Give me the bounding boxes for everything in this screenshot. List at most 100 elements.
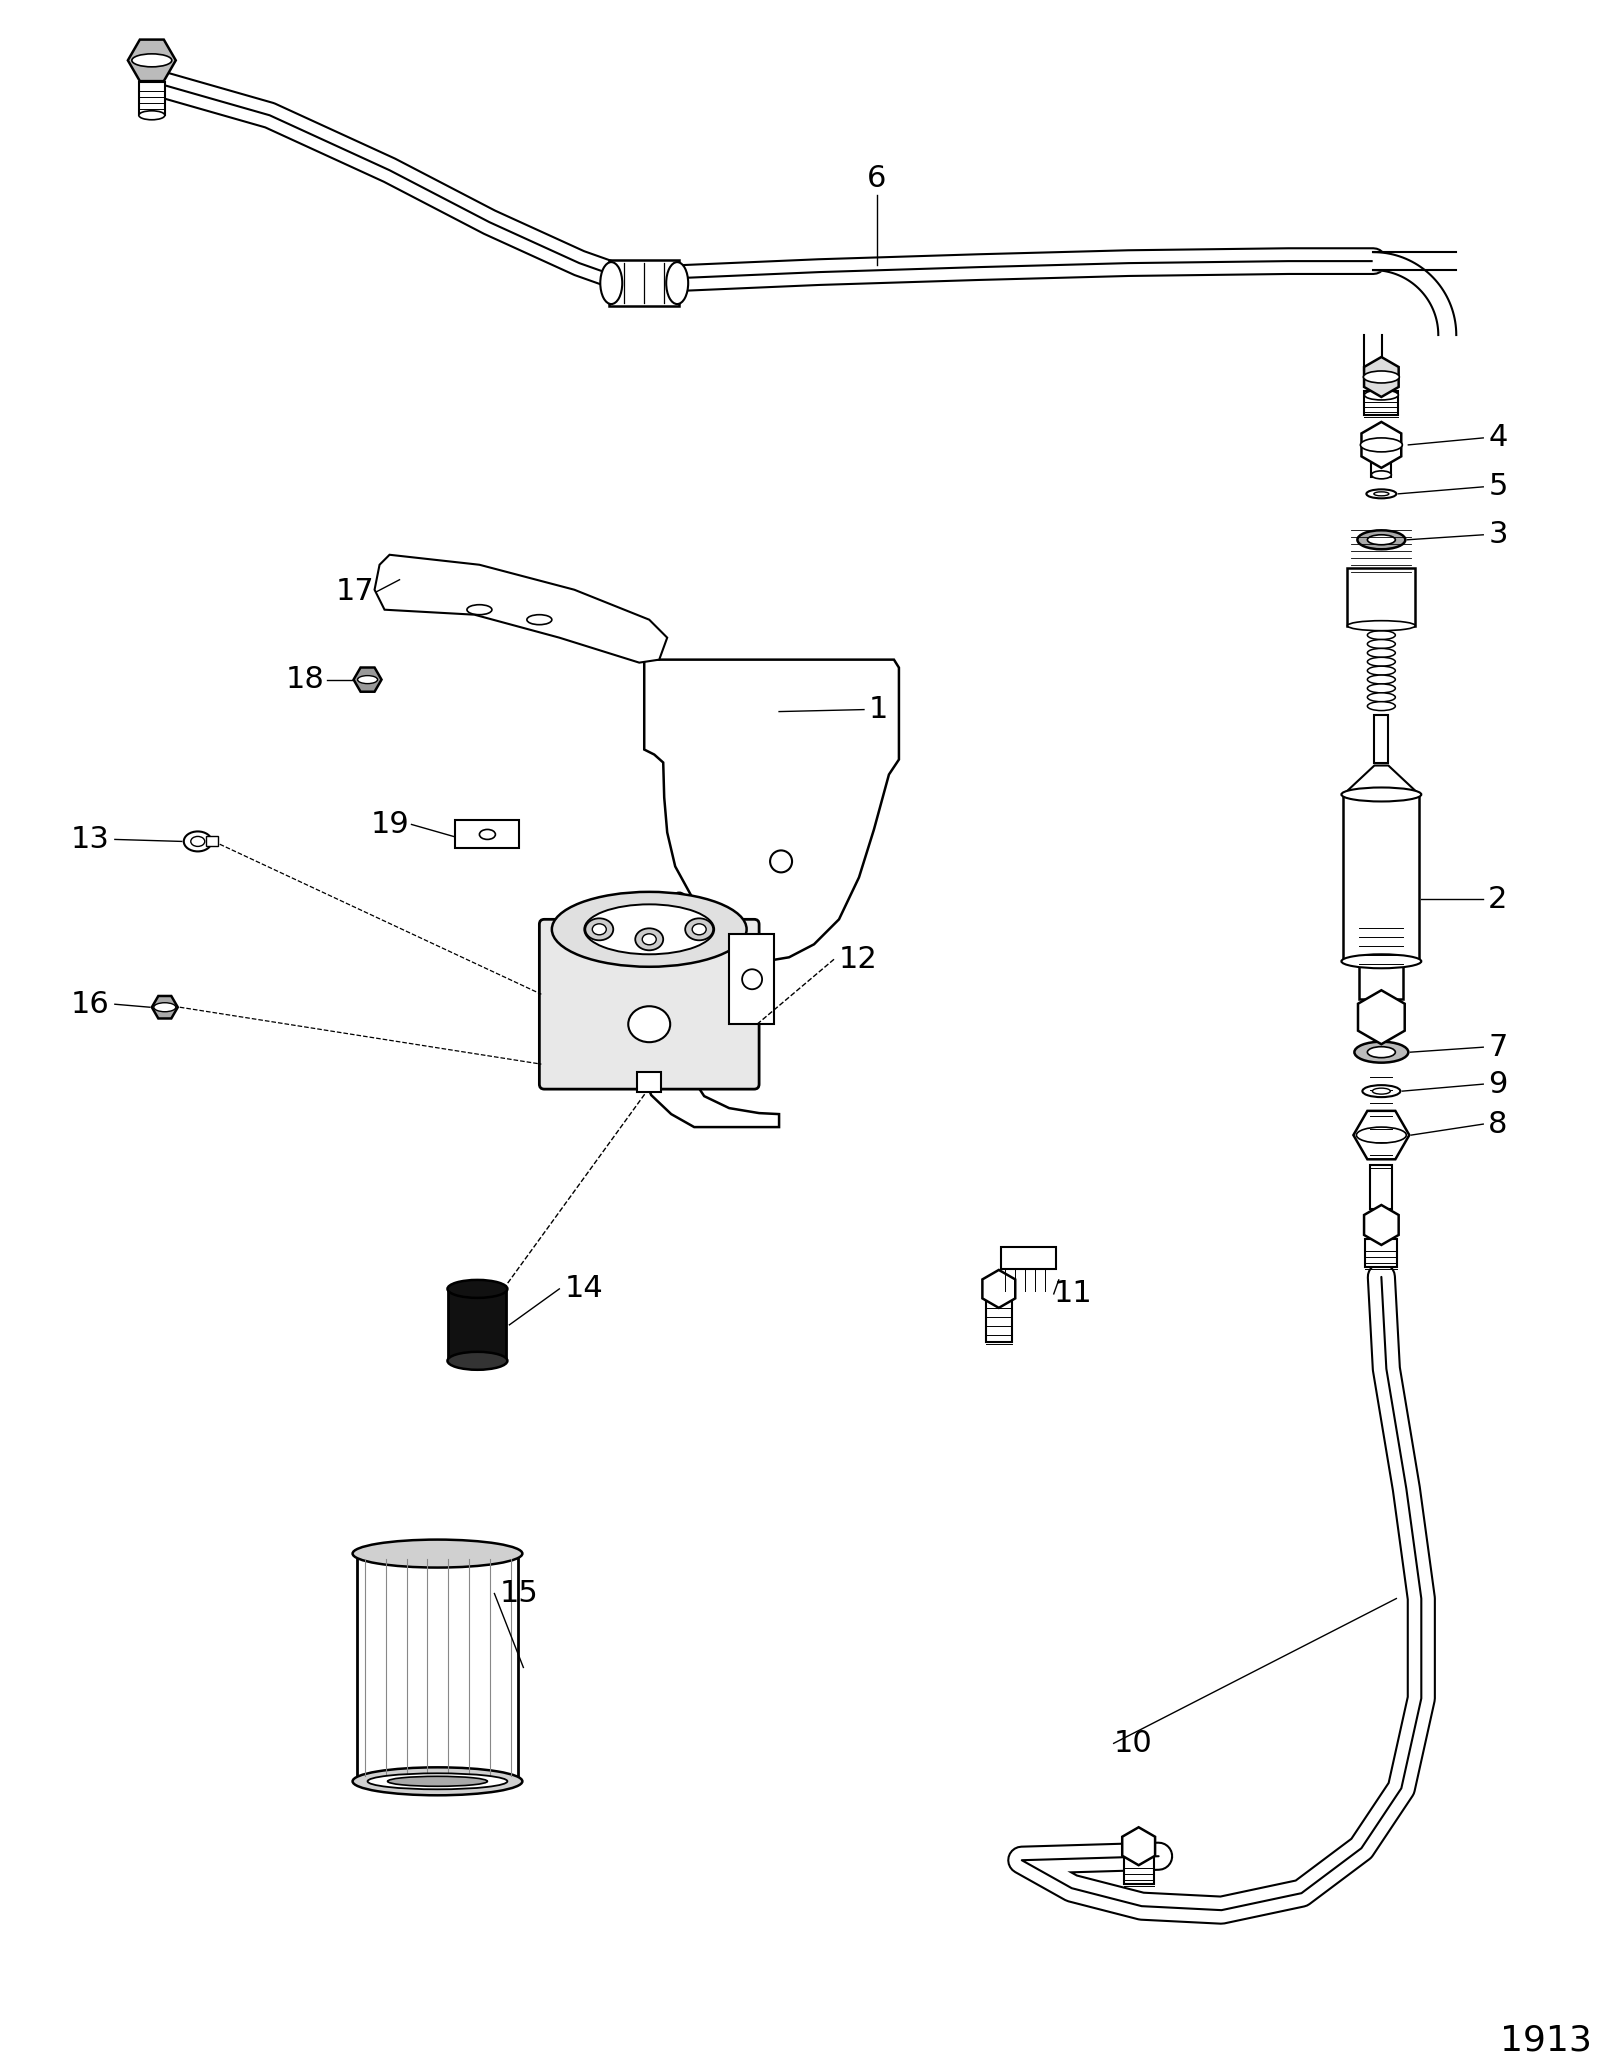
- Bar: [1347, 567, 1416, 625]
- Ellipse shape: [552, 893, 747, 967]
- Text: 4: 4: [1488, 423, 1507, 452]
- Ellipse shape: [1368, 674, 1395, 685]
- Polygon shape: [1373, 252, 1456, 334]
- Polygon shape: [1373, 252, 1456, 270]
- Ellipse shape: [1368, 666, 1395, 674]
- Text: 16: 16: [70, 990, 110, 1019]
- Ellipse shape: [584, 905, 714, 955]
- Bar: [1370, 1165, 1392, 1208]
- Ellipse shape: [1365, 390, 1398, 400]
- Bar: [1371, 452, 1392, 476]
- Ellipse shape: [642, 934, 656, 944]
- Ellipse shape: [352, 1767, 522, 1796]
- Text: 11: 11: [1054, 1278, 1093, 1309]
- Ellipse shape: [352, 1540, 522, 1567]
- Ellipse shape: [600, 262, 622, 303]
- Bar: [1365, 1239, 1397, 1266]
- Ellipse shape: [1368, 693, 1395, 701]
- Bar: [730, 934, 774, 1025]
- Bar: [139, 82, 165, 115]
- Text: 10: 10: [1114, 1728, 1152, 1757]
- Ellipse shape: [666, 262, 688, 303]
- Ellipse shape: [448, 1353, 507, 1369]
- Ellipse shape: [368, 1773, 507, 1790]
- Bar: [1123, 1856, 1154, 1885]
- Ellipse shape: [1347, 621, 1416, 631]
- Bar: [357, 1553, 518, 1782]
- Ellipse shape: [1368, 658, 1395, 666]
- Ellipse shape: [592, 924, 606, 934]
- Text: 7: 7: [1488, 1033, 1507, 1062]
- Text: 6: 6: [867, 163, 886, 192]
- Polygon shape: [982, 1270, 1016, 1307]
- Bar: [456, 821, 520, 847]
- Ellipse shape: [1368, 647, 1395, 658]
- Ellipse shape: [1362, 1085, 1400, 1097]
- Ellipse shape: [672, 893, 686, 907]
- Bar: [448, 1289, 506, 1361]
- Bar: [986, 1293, 1011, 1342]
- Polygon shape: [354, 668, 381, 691]
- Text: 1: 1: [869, 695, 888, 724]
- Ellipse shape: [184, 831, 211, 852]
- Text: 8: 8: [1488, 1109, 1507, 1138]
- Ellipse shape: [480, 829, 496, 839]
- Text: 1913: 1913: [1501, 2023, 1592, 2058]
- Ellipse shape: [1366, 489, 1397, 499]
- Ellipse shape: [742, 969, 762, 990]
- Bar: [637, 1072, 661, 1093]
- Polygon shape: [1365, 1204, 1398, 1245]
- Bar: [1365, 392, 1398, 414]
- Ellipse shape: [1373, 1089, 1390, 1095]
- Ellipse shape: [1357, 530, 1405, 548]
- Polygon shape: [1354, 1111, 1410, 1159]
- Ellipse shape: [139, 111, 165, 120]
- Ellipse shape: [190, 837, 205, 845]
- Ellipse shape: [629, 1006, 670, 1041]
- Ellipse shape: [448, 1281, 507, 1297]
- Text: 9: 9: [1488, 1070, 1507, 1099]
- Ellipse shape: [635, 928, 664, 951]
- Text: 17: 17: [336, 577, 374, 606]
- Ellipse shape: [1371, 470, 1392, 478]
- Ellipse shape: [131, 54, 171, 66]
- Ellipse shape: [693, 924, 706, 934]
- Ellipse shape: [770, 850, 792, 872]
- Text: 13: 13: [70, 825, 110, 854]
- Bar: [1360, 961, 1403, 1000]
- Ellipse shape: [1368, 639, 1395, 647]
- Text: 18: 18: [286, 666, 325, 695]
- Polygon shape: [1365, 357, 1398, 398]
- Text: 12: 12: [838, 944, 878, 973]
- Polygon shape: [152, 996, 178, 1019]
- Ellipse shape: [1368, 1047, 1395, 1058]
- Ellipse shape: [1368, 701, 1395, 711]
- Polygon shape: [1362, 423, 1402, 468]
- Ellipse shape: [357, 676, 378, 685]
- Ellipse shape: [467, 604, 491, 614]
- Ellipse shape: [1363, 371, 1400, 384]
- Ellipse shape: [685, 918, 714, 940]
- Bar: [1374, 716, 1389, 763]
- Ellipse shape: [154, 1002, 176, 1012]
- Polygon shape: [374, 555, 667, 662]
- Polygon shape: [1365, 334, 1382, 369]
- Ellipse shape: [1360, 437, 1402, 452]
- Ellipse shape: [1341, 955, 1421, 969]
- Ellipse shape: [526, 614, 552, 625]
- Ellipse shape: [1368, 631, 1395, 639]
- Polygon shape: [128, 39, 176, 80]
- Bar: [206, 837, 218, 845]
- Ellipse shape: [1341, 788, 1421, 802]
- Text: 19: 19: [371, 810, 410, 839]
- Polygon shape: [638, 660, 899, 1128]
- Text: 2: 2: [1488, 885, 1507, 913]
- Ellipse shape: [1374, 493, 1389, 495]
- Text: 14: 14: [565, 1274, 603, 1303]
- Ellipse shape: [1354, 1041, 1408, 1062]
- Ellipse shape: [1368, 685, 1395, 693]
- Ellipse shape: [586, 918, 613, 940]
- Text: 3: 3: [1488, 520, 1507, 548]
- Bar: [610, 260, 678, 305]
- Text: 15: 15: [499, 1579, 538, 1608]
